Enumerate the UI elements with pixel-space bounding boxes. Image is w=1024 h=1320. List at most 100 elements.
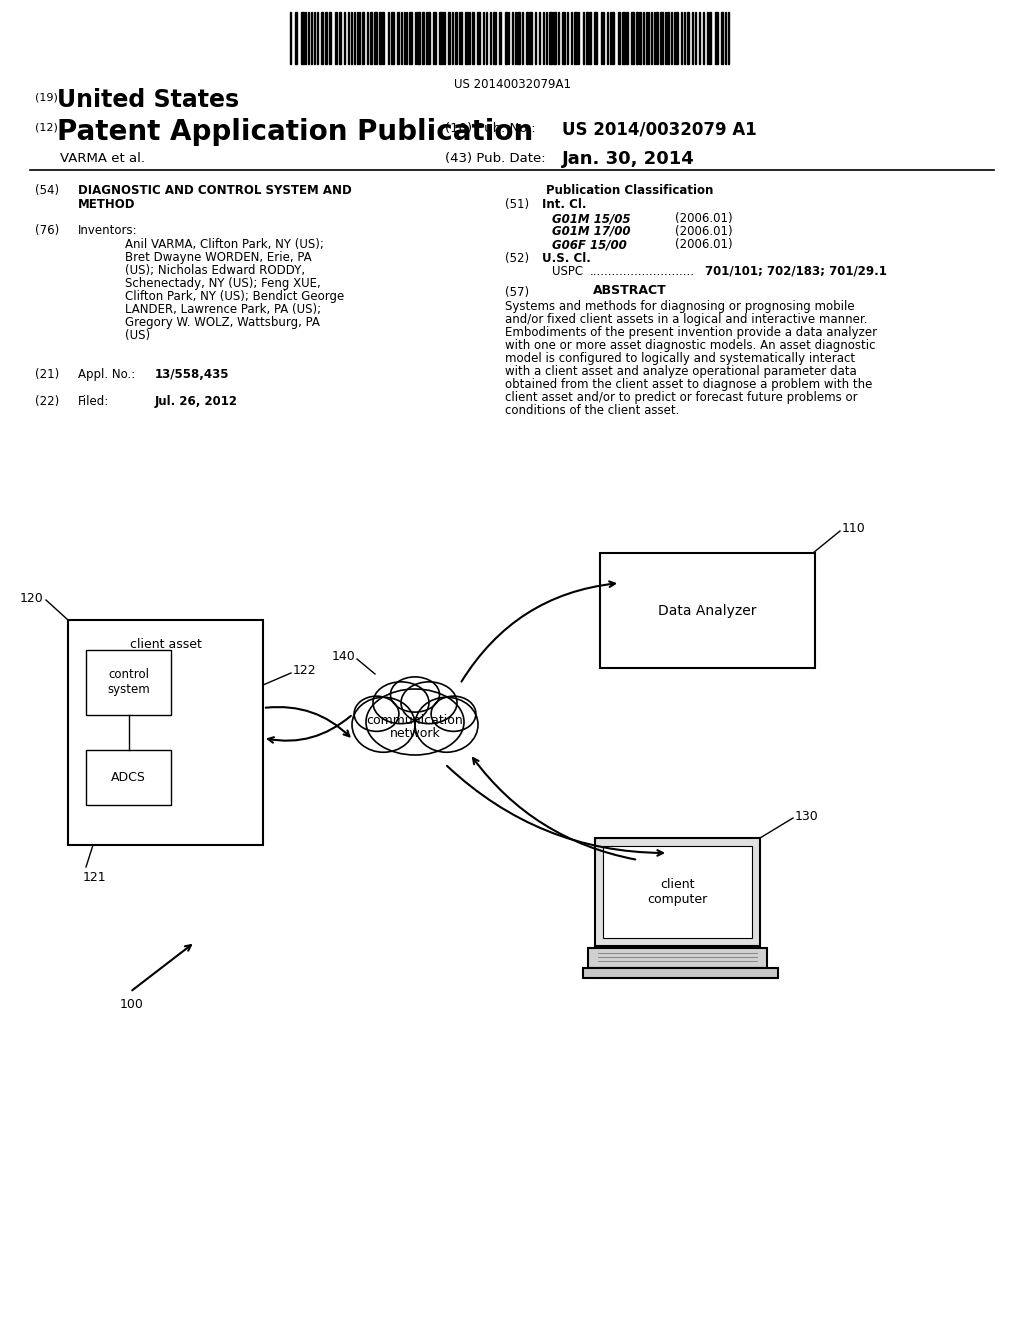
Bar <box>687 12 689 63</box>
Bar <box>574 12 577 63</box>
Bar <box>374 12 377 63</box>
Bar <box>301 12 304 63</box>
Text: VARMA et al.: VARMA et al. <box>60 152 145 165</box>
Bar <box>549 12 552 63</box>
Bar <box>391 12 394 63</box>
Bar <box>443 12 445 63</box>
Bar <box>595 838 760 946</box>
Text: 121: 121 <box>83 871 106 884</box>
Bar <box>529 12 532 63</box>
Bar <box>639 12 641 63</box>
Bar <box>428 12 430 63</box>
Text: (2006.01): (2006.01) <box>675 224 732 238</box>
Text: Schenectady, NY (US); Feng XUE,: Schenectady, NY (US); Feng XUE, <box>125 277 321 290</box>
Text: United States: United States <box>57 88 240 112</box>
Bar <box>477 12 480 63</box>
Bar <box>86 649 171 715</box>
Bar <box>594 12 597 63</box>
Bar <box>397 12 399 63</box>
Text: Anil VARMA, Clifton Park, NY (US);: Anil VARMA, Clifton Park, NY (US); <box>125 238 324 251</box>
Text: 110: 110 <box>842 523 865 536</box>
Text: ABSTRACT: ABSTRACT <box>593 284 667 297</box>
Text: 100: 100 <box>120 998 144 1011</box>
Text: and/or fixed client assets in a logical and interactive manner.: and/or fixed client assets in a logical … <box>505 313 867 326</box>
Text: (54): (54) <box>35 183 59 197</box>
Bar <box>622 12 625 63</box>
Ellipse shape <box>354 696 399 731</box>
Text: (2006.01): (2006.01) <box>675 213 732 224</box>
Text: Gregory W. WOLZ, Wattsburg, PA: Gregory W. WOLZ, Wattsburg, PA <box>125 315 319 329</box>
Text: communication: communication <box>367 714 464 727</box>
Bar <box>433 12 436 63</box>
Text: 701/101; 702/183; 701/29.1: 701/101; 702/183; 701/29.1 <box>705 265 887 279</box>
Bar <box>603 846 752 939</box>
Text: 122: 122 <box>293 664 316 677</box>
Bar <box>335 12 337 63</box>
Ellipse shape <box>352 697 415 752</box>
Bar <box>600 553 815 668</box>
Bar <box>379 12 381 63</box>
Bar <box>660 12 663 63</box>
Bar <box>676 12 678 63</box>
Text: U.S. Cl.: U.S. Cl. <box>542 252 591 265</box>
Text: DIAGNOSTIC AND CONTROL SYSTEM AND: DIAGNOSTIC AND CONTROL SYSTEM AND <box>78 183 352 197</box>
Bar <box>709 12 711 63</box>
Bar <box>325 12 327 63</box>
Text: with a client asset and analyze operational parameter data: with a client asset and analyze operatio… <box>505 366 857 378</box>
Bar <box>656 12 658 63</box>
Text: Filed:: Filed: <box>78 395 110 408</box>
Text: ADCS: ADCS <box>111 771 146 784</box>
Bar <box>588 948 767 968</box>
Bar <box>68 620 263 845</box>
Text: (51): (51) <box>505 198 529 211</box>
Text: Inventors:: Inventors: <box>78 224 137 238</box>
Text: client asset: client asset <box>130 638 202 651</box>
Ellipse shape <box>401 682 457 723</box>
Ellipse shape <box>373 682 429 723</box>
Text: (76): (76) <box>35 224 59 238</box>
Bar <box>472 12 474 63</box>
Text: Appl. No.:: Appl. No.: <box>78 368 135 381</box>
Bar <box>295 12 297 63</box>
Text: G06F 15/00: G06F 15/00 <box>552 238 627 251</box>
Text: (2006.01): (2006.01) <box>675 238 732 251</box>
Text: (US); Nicholas Edward RODDY,: (US); Nicholas Edward RODDY, <box>125 264 305 277</box>
Text: Jan. 30, 2014: Jan. 30, 2014 <box>562 150 694 168</box>
Text: Patent Application Publication: Patent Application Publication <box>57 117 534 147</box>
Text: ............................: ............................ <box>590 265 695 279</box>
Bar <box>612 12 614 63</box>
Text: LANDER, Lawrence Park, PA (US);: LANDER, Lawrence Park, PA (US); <box>125 304 322 315</box>
Bar <box>465 12 468 63</box>
Bar <box>553 12 556 63</box>
Text: client
computer: client computer <box>647 878 708 906</box>
Bar <box>631 12 634 63</box>
Ellipse shape <box>431 696 476 731</box>
Bar <box>721 12 723 63</box>
Text: G01M 17/00: G01M 17/00 <box>552 224 631 238</box>
Bar <box>329 12 331 63</box>
Text: (10) Pub. No.:: (10) Pub. No.: <box>445 121 536 135</box>
Ellipse shape <box>415 697 478 752</box>
Text: with one or more asset diagnostic models. An asset diagnostic: with one or more asset diagnostic models… <box>505 339 876 352</box>
Bar <box>449 12 450 63</box>
Text: Systems and methods for diagnosing or prognosing mobile: Systems and methods for diagnosing or pr… <box>505 300 855 313</box>
Text: 13/558,435: 13/558,435 <box>155 368 229 381</box>
Text: (22): (22) <box>35 395 59 408</box>
Text: Jul. 26, 2012: Jul. 26, 2012 <box>155 395 238 408</box>
Bar <box>499 12 501 63</box>
Ellipse shape <box>390 677 439 711</box>
Bar <box>715 12 718 63</box>
Bar <box>586 12 588 63</box>
Text: (52): (52) <box>505 252 529 265</box>
Bar <box>422 12 424 63</box>
Bar <box>626 12 628 63</box>
Bar <box>362 12 364 63</box>
Text: model is configured to logically and systematically interact: model is configured to logically and sys… <box>505 352 855 366</box>
Text: USPC: USPC <box>552 265 583 279</box>
Text: METHOD: METHOD <box>78 198 135 211</box>
Text: Int. Cl.: Int. Cl. <box>542 198 587 211</box>
Bar <box>459 12 462 63</box>
Text: 120: 120 <box>19 591 43 605</box>
Text: 130: 130 <box>795 809 819 822</box>
Bar <box>583 968 778 978</box>
